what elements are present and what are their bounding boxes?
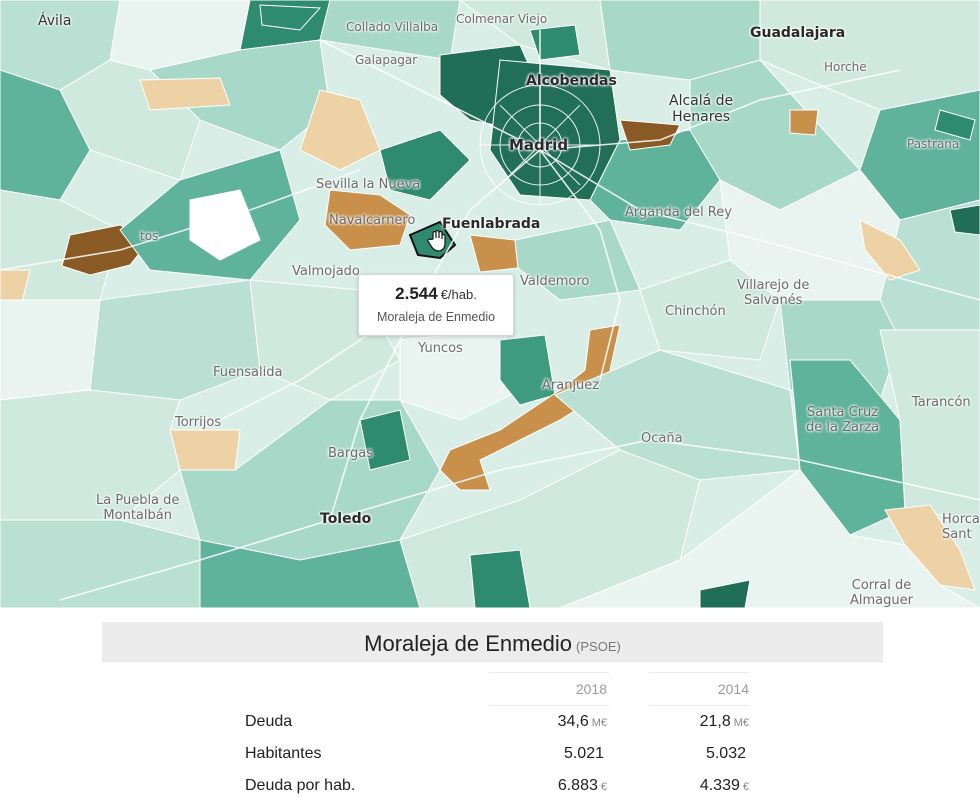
place-label-tarancon: Tarancón	[912, 395, 971, 410]
tooltip-amount: 2.544	[395, 284, 438, 303]
panel-title: Moraleja de Enmedio	[364, 631, 573, 656]
tooltip-unit: €/hab.	[440, 287, 477, 302]
table-row: Habitantes 5.021 5.032	[241, 738, 749, 770]
tooltip-municipality-name: Moraleja de Enmedio	[376, 310, 496, 324]
cell-value: 34,6	[557, 713, 589, 730]
cell-2014: 4.339 €	[649, 770, 749, 802]
place-label-colmenar-viejo: Colmenar Viejo	[456, 12, 548, 26]
cell-2018: 6.883 €	[489, 770, 609, 802]
place-label-chinchon: Chinchón	[665, 304, 726, 319]
cell-value: 5.021	[563, 745, 604, 762]
place-label-alcala: Alcalá de Henares	[669, 93, 734, 126]
place-label-collado-villalba: Collado Villalba	[346, 20, 439, 34]
table-header-blank	[241, 673, 489, 706]
column-gap	[609, 706, 649, 739]
place-label-corral: Corral de Almaguer	[850, 578, 913, 608]
cell-value: 4.339	[699, 777, 740, 794]
place-label-villarejo: Villarejo de Salvanés	[737, 278, 810, 308]
place-label-toledo: Toledo	[320, 511, 372, 527]
cell-2014: 5.032	[649, 738, 749, 770]
tooltip-value: 2.544 €/hab.	[359, 284, 513, 304]
cell-2014: 21,8 M€	[649, 706, 749, 739]
place-label-bargas: Bargas	[328, 446, 373, 461]
choropleth-map[interactable]: Ávila Collado Villalba Colmenar Viejo Gu…	[0, 0, 980, 608]
cell-unit: €	[600, 781, 607, 793]
cell-unit: €	[742, 781, 749, 793]
place-label-la-puebla: La Puebla de Montalbán	[96, 493, 180, 523]
municipality-tooltip: 2.544 €/hab. Moraleja de Enmedio	[358, 274, 514, 336]
place-label-navalcarnero: Navalcarnero	[329, 213, 416, 228]
panel-party: (PSOE)	[576, 639, 621, 654]
place-label-fuensalida: Fuensalida	[213, 365, 283, 380]
place-label-aranjuez: Aranjuez	[542, 378, 600, 393]
place-label-valdemoro: Valdemoro	[520, 274, 590, 289]
place-label-ocana: Ocaña	[641, 431, 683, 446]
column-header-2018: 2018	[489, 672, 609, 706]
cell-value: 6.883	[557, 777, 598, 794]
cell-value: 21,8	[699, 713, 731, 730]
cell-unit: M€	[733, 717, 749, 729]
place-label-fuenlabrada: Fuenlabrada	[442, 216, 541, 232]
place-label-avila: Ávila	[38, 13, 72, 29]
place-label-guadalajara: Guadalajara	[750, 25, 846, 41]
place-label-torrijos: Torrijos	[175, 415, 222, 430]
place-label-horca: Horca Sant	[942, 512, 980, 542]
panel-header: Moraleja de Enmedio (PSOE)	[102, 622, 883, 662]
map-regions[interactable]	[0, 0, 980, 608]
table-row: Deuda 34,6 M€ 21,8 M€	[241, 706, 749, 739]
place-label-tos: tos	[140, 229, 159, 243]
place-label-yuncos: Yuncos	[418, 341, 463, 356]
place-label-alcobendas: Alcobendas	[526, 73, 617, 89]
table-row: Deuda por hab. 6.883 € 4.339 €	[241, 770, 749, 802]
column-gap	[609, 770, 649, 802]
madrid-streets	[479, 84, 601, 206]
cell-value: 5.032	[705, 745, 746, 762]
row-label: Deuda	[245, 712, 293, 730]
column-gap	[609, 673, 649, 706]
row-label: Deuda por hab.	[245, 777, 356, 794]
place-label-sevilla-la-nueva: Sevilla la Nueva	[316, 177, 421, 192]
column-gap	[609, 738, 649, 770]
municipality-shapes[interactable]	[0, 0, 980, 608]
row-label: Habitantes	[245, 745, 322, 762]
column-header-2014: 2014	[649, 672, 749, 706]
cell-2018: 5.021	[489, 738, 609, 770]
debt-table: 2018 2014 Deuda 34,6 M€ 21,8 M€ Habitantes…	[241, 672, 749, 802]
place-label-arganda-del-rey: Arganda del Rey	[625, 205, 732, 220]
place-label-valmojado: Valmojado	[292, 264, 360, 279]
place-label-santa-cruz: Santa Cruz de la Zarza	[806, 405, 880, 435]
place-label-horche: Horche	[824, 60, 867, 74]
place-label-madrid: Madrid	[509, 136, 569, 154]
place-label-galapagar: Galapagar	[355, 53, 418, 67]
table-header-row: 2018 2014	[241, 672, 749, 706]
cell-2018: 34,6 M€	[489, 706, 609, 739]
place-label-pastrana: Pastrana	[907, 137, 960, 151]
cell-unit: M€	[591, 717, 607, 729]
